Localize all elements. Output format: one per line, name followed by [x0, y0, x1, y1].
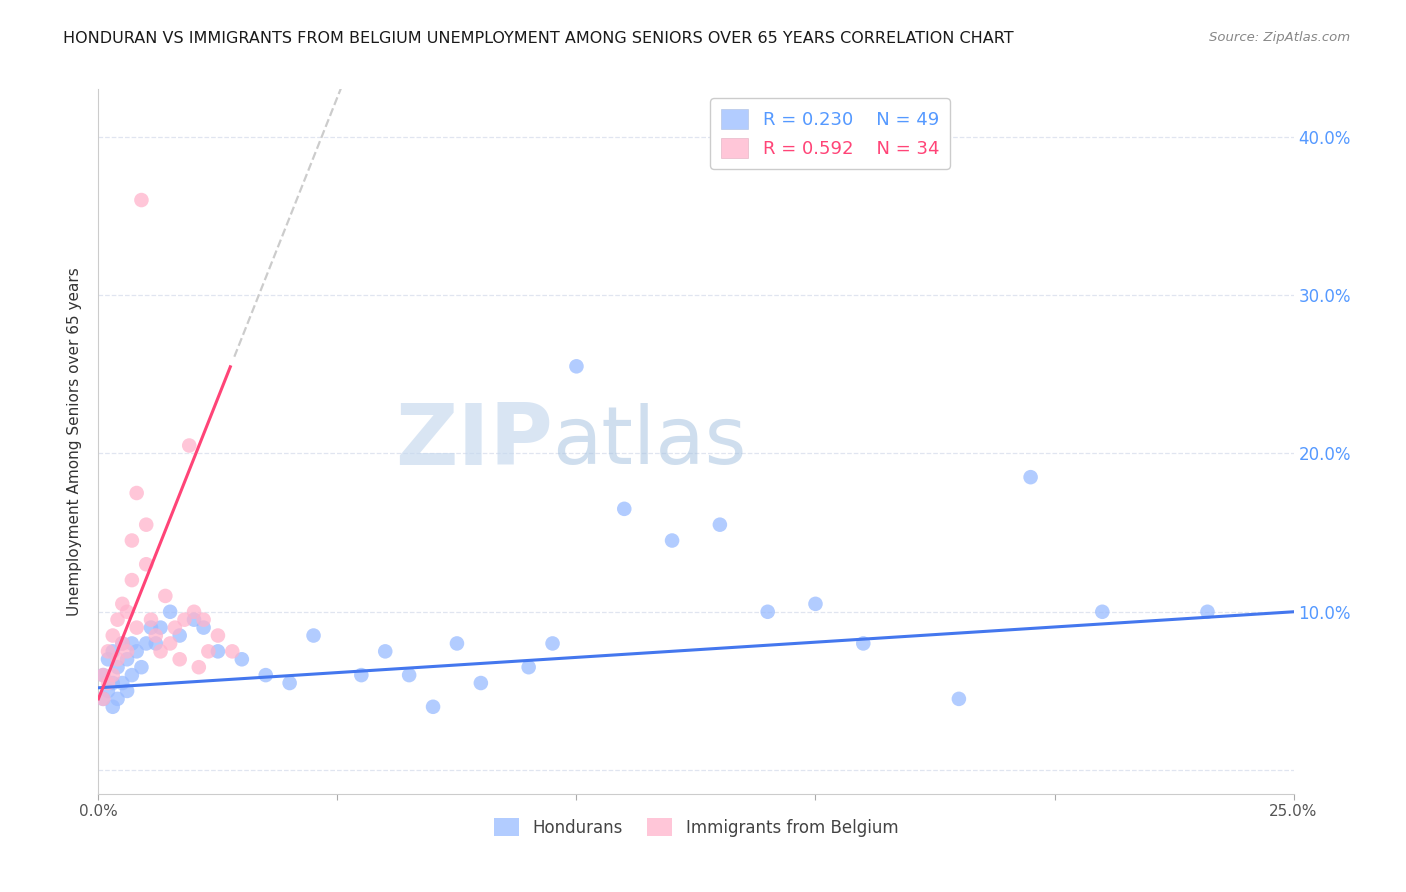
Point [97, 676, 120, 690]
Point [1091, 605, 1114, 619]
Legend: Hondurans, Immigrants from Belgium: Hondurans, Immigrants from Belgium [486, 812, 905, 843]
Point [231, 652, 253, 666]
Point [149, 644, 172, 658]
Point [756, 605, 779, 619]
Text: ZIP: ZIP [395, 400, 553, 483]
Point [163, 621, 186, 635]
Point [97, 644, 120, 658]
Point [169, 652, 191, 666]
Point [101, 676, 124, 690]
Point [97, 652, 120, 666]
Point [115, 644, 138, 658]
Point [131, 660, 153, 674]
Point [97, 684, 120, 698]
Point [125, 486, 148, 500]
Point [422, 699, 444, 714]
Point [145, 628, 167, 642]
Point [135, 558, 157, 572]
Point [101, 668, 124, 682]
Point [111, 636, 134, 650]
Point [207, 628, 229, 642]
Point [111, 636, 134, 650]
Point [107, 613, 129, 627]
Text: HONDURAN VS IMMIGRANTS FROM BELGIUM UNEMPLOYMENT AMONG SENIORS OVER 65 YEARS COR: HONDURAN VS IMMIGRANTS FROM BELGIUM UNEM… [63, 31, 1014, 46]
Point [804, 597, 827, 611]
Point [121, 573, 143, 587]
Point [470, 676, 492, 690]
Point [1197, 605, 1219, 619]
Point [278, 676, 301, 690]
Point [139, 613, 162, 627]
Point [145, 636, 167, 650]
Point [107, 652, 129, 666]
Point [125, 644, 148, 658]
Point [91, 668, 114, 682]
Point [101, 644, 124, 658]
Point [1019, 470, 1042, 484]
Point [159, 605, 181, 619]
Point [155, 589, 177, 603]
Point [115, 605, 138, 619]
Point [183, 605, 205, 619]
Point [131, 193, 153, 207]
Point [111, 676, 134, 690]
Point [221, 644, 243, 658]
Point [398, 668, 420, 682]
Point [91, 691, 114, 706]
Point [374, 644, 396, 658]
Point [254, 668, 277, 682]
Point [565, 359, 588, 374]
Point [101, 628, 124, 642]
Point [107, 691, 129, 706]
Point [173, 613, 195, 627]
Point [852, 636, 875, 650]
Point [197, 644, 219, 658]
Point [91, 691, 114, 706]
Point [111, 597, 134, 611]
Y-axis label: Unemployment Among Seniors over 65 years: Unemployment Among Seniors over 65 years [67, 268, 83, 615]
Point [125, 621, 148, 635]
Point [121, 533, 143, 548]
Point [183, 613, 205, 627]
Point [302, 628, 325, 642]
Point [121, 636, 143, 650]
Text: Source: ZipAtlas.com: Source: ZipAtlas.com [1209, 31, 1350, 45]
Point [193, 613, 215, 627]
Point [121, 668, 143, 682]
Text: atlas: atlas [553, 402, 747, 481]
Point [115, 652, 138, 666]
Point [541, 636, 564, 650]
Point [207, 644, 229, 658]
Point [350, 668, 373, 682]
Point [446, 636, 468, 650]
Point [661, 533, 683, 548]
Point [149, 621, 172, 635]
Point [107, 660, 129, 674]
Point [101, 699, 124, 714]
Point [115, 684, 138, 698]
Point [179, 438, 201, 452]
Point [948, 691, 970, 706]
Point [517, 660, 540, 674]
Point [187, 660, 209, 674]
Point [135, 636, 157, 650]
Point [159, 636, 181, 650]
Point [193, 621, 215, 635]
Point [139, 621, 162, 635]
Point [135, 517, 157, 532]
Point [613, 501, 636, 516]
Point [91, 668, 114, 682]
Point [709, 517, 731, 532]
Point [169, 628, 191, 642]
